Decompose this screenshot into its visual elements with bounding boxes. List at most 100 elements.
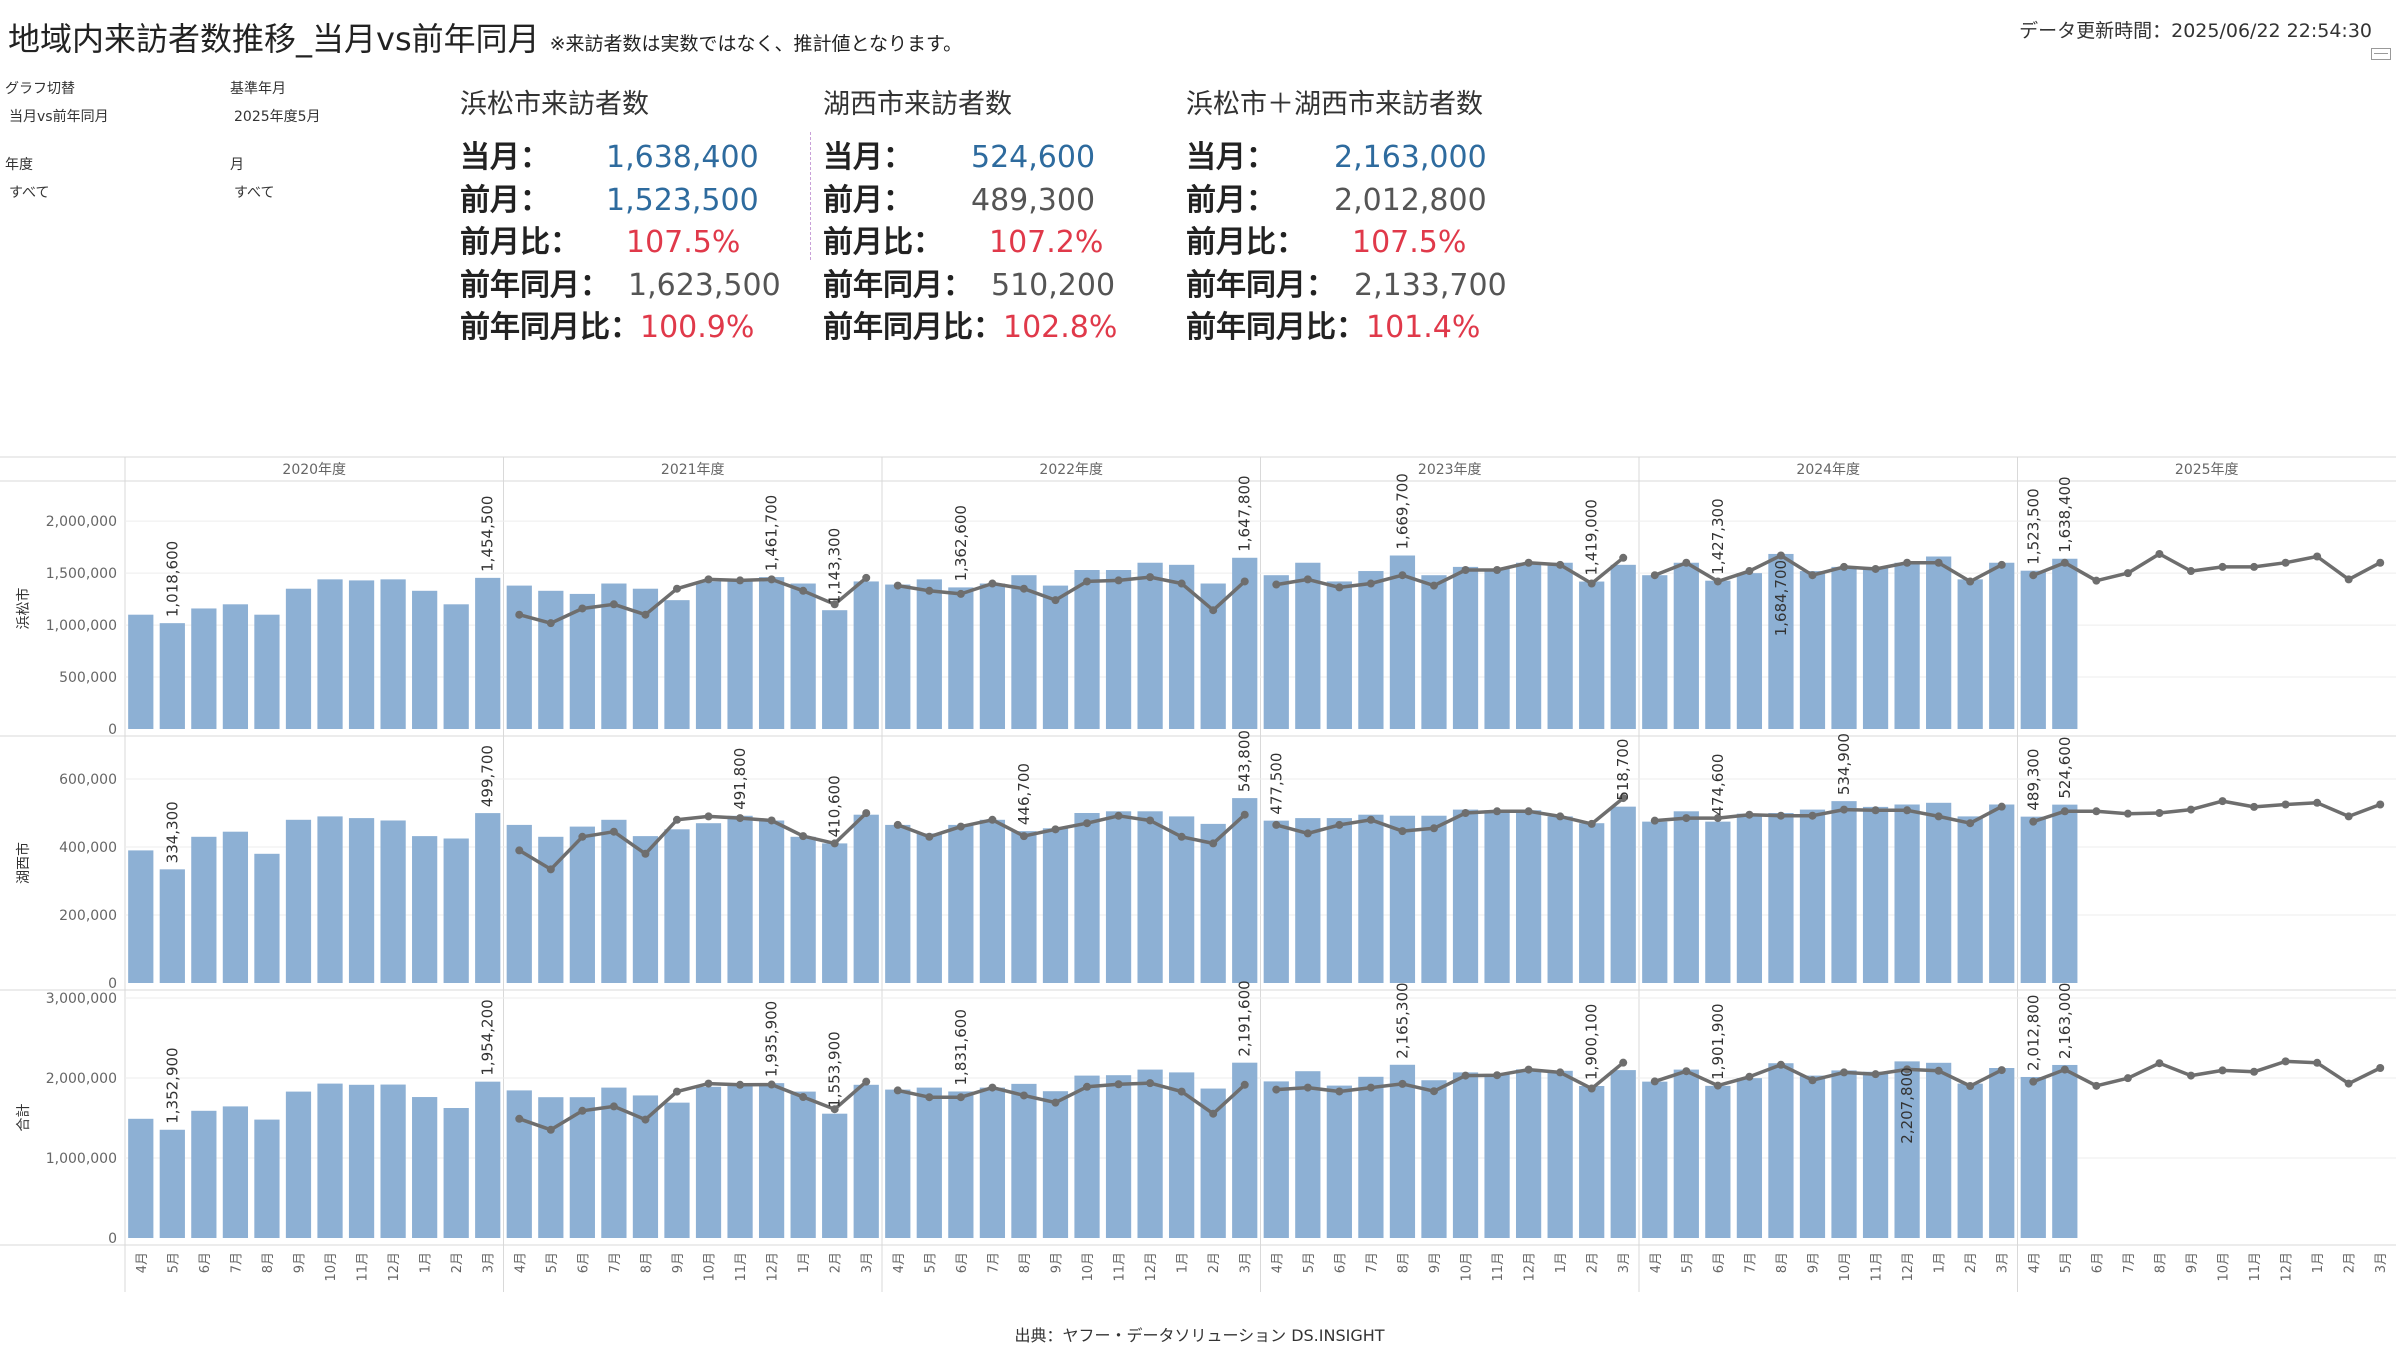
prev-year-line bbox=[518, 1080, 868, 1132]
bar bbox=[1768, 813, 1794, 983]
bar bbox=[1484, 568, 1510, 729]
fiscal-year-header: 2021年度 bbox=[661, 462, 725, 478]
prev-year-point bbox=[1903, 1065, 1912, 1074]
prev-year-point bbox=[672, 1087, 681, 1096]
prev-year-point bbox=[736, 576, 745, 585]
x-tick-label: 11月 bbox=[1491, 1252, 1506, 1282]
bar bbox=[1105, 811, 1132, 983]
toolbar-toggle-icon[interactable] bbox=[2371, 48, 2391, 60]
x-tick-label: 8月 bbox=[639, 1252, 654, 1273]
prev-year-point bbox=[1366, 579, 1375, 588]
prev-year-point bbox=[1461, 1071, 1470, 1080]
bar bbox=[1421, 815, 1447, 983]
prev-year-point bbox=[1934, 1066, 1943, 1075]
bar bbox=[1547, 816, 1573, 983]
prev-year-point bbox=[1997, 560, 2006, 569]
data-label: 489,300 bbox=[2024, 749, 2042, 811]
kpi-value-prev-month: 1,523,500 bbox=[606, 182, 759, 218]
bar bbox=[1862, 566, 1889, 729]
filter-month[interactable]: 月 すべて bbox=[230, 154, 274, 202]
prev-year-point bbox=[893, 1086, 902, 1095]
prev-year-point bbox=[1650, 816, 1659, 825]
x-tick-label: 6月 bbox=[2090, 1252, 2105, 1273]
kpi-hamamatsu: 浜松市来訪者数 当月： 1,638,400 前月： 1,523,500 前月比： 10… bbox=[460, 82, 781, 350]
bar bbox=[695, 823, 722, 983]
x-tick-label: 2月 bbox=[1586, 1252, 1601, 1273]
bar bbox=[1926, 802, 1952, 983]
prev-year-point bbox=[1776, 551, 1785, 560]
data-label: 1,523,500 bbox=[2024, 488, 2042, 564]
bar bbox=[1579, 823, 1605, 983]
kpi-value-current: 524,600 bbox=[971, 140, 1096, 175]
bar bbox=[1263, 820, 1289, 983]
filter-value-fiscal-year[interactable]: すべて bbox=[9, 185, 50, 201]
x-tick-label: 7月 bbox=[1365, 1252, 1380, 1273]
filter-value-base-month[interactable]: 2025年度5月 bbox=[234, 109, 321, 125]
bar bbox=[1989, 1068, 2015, 1238]
prev-year-point bbox=[1808, 1076, 1817, 1085]
x-tick-label: 9月 bbox=[292, 1252, 307, 1273]
x-tick-label: 9月 bbox=[1049, 1252, 1064, 1273]
prev-year-point bbox=[767, 575, 776, 584]
filter-fiscal-year[interactable]: 年度 すべて bbox=[5, 154, 49, 202]
filter-value-graph-toggle[interactable]: 当月vs前年同月 bbox=[9, 109, 109, 125]
x-tick-label: 5月 bbox=[166, 1252, 181, 1273]
kpi-value-prev-month: 489,300 bbox=[971, 182, 1096, 218]
bar bbox=[1831, 801, 1857, 983]
prev-year-point bbox=[704, 812, 713, 821]
prev-year-point bbox=[2344, 812, 2353, 821]
x-tick-label: 2月 bbox=[1964, 1252, 1979, 1273]
bar bbox=[1358, 814, 1384, 983]
x-tick-label: 3月 bbox=[1239, 1252, 1254, 1273]
filter-value-month[interactable]: すべて bbox=[234, 185, 275, 201]
bar bbox=[885, 824, 911, 983]
kpi-label-yoy: 前年同月比： bbox=[1186, 310, 1366, 345]
prev-year-point bbox=[578, 1106, 587, 1115]
data-label: 1,461,700 bbox=[763, 495, 781, 571]
prev-year-point bbox=[672, 815, 681, 824]
prev-year-point bbox=[2060, 1065, 2069, 1074]
kpi-label-mom: 前月比： bbox=[823, 225, 943, 260]
bar bbox=[1957, 816, 1983, 983]
filter-label: グラフ切替 bbox=[5, 81, 75, 97]
x-tick-label: 3月 bbox=[482, 1252, 497, 1273]
prev-year-point bbox=[1934, 812, 1943, 821]
prev-year-point bbox=[1272, 580, 1281, 589]
bar bbox=[979, 1087, 1006, 1238]
x-tick-label: 2月 bbox=[1207, 1252, 1222, 1273]
bar bbox=[1894, 804, 1920, 983]
bar bbox=[2052, 804, 2078, 983]
prev-year-point bbox=[893, 820, 902, 829]
data-label: 334,300 bbox=[163, 801, 181, 863]
data-label: 1,362,600 bbox=[952, 505, 970, 581]
prev-year-point bbox=[862, 1077, 871, 1086]
bar bbox=[159, 869, 185, 983]
x-tick-label: 3月 bbox=[860, 1252, 875, 1273]
bar bbox=[412, 836, 438, 983]
prev-year-point bbox=[830, 600, 839, 609]
bar bbox=[443, 1108, 469, 1238]
data-label: 1,935,900 bbox=[763, 1001, 781, 1077]
data-label: 477,500 bbox=[1267, 753, 1285, 815]
prev-year-point bbox=[2155, 1059, 2164, 1068]
prev-year-point bbox=[1209, 839, 1218, 848]
x-tick-label: 12月 bbox=[2280, 1252, 2295, 1282]
filter-graph-toggle[interactable]: グラフ切替 当月vs前年同月 bbox=[5, 78, 109, 126]
bar bbox=[822, 843, 848, 983]
bar bbox=[1610, 564, 1636, 729]
data-label: 2,191,600 bbox=[1236, 980, 1254, 1056]
y-tick-label: 1,000,000 bbox=[46, 618, 117, 634]
bar bbox=[1831, 1070, 1857, 1238]
bar bbox=[2020, 816, 2046, 983]
prev-year-point bbox=[1713, 1081, 1722, 1090]
prev-year-point bbox=[515, 610, 524, 619]
filter-base-month[interactable]: 基準年月 2025年度5月 bbox=[230, 78, 321, 126]
kpi-title: 浜松市来訪者数 bbox=[460, 89, 649, 120]
bar bbox=[1799, 571, 1826, 729]
prev-year-point bbox=[546, 865, 555, 874]
bar bbox=[1926, 1062, 1952, 1238]
x-tick-label: 12月 bbox=[387, 1252, 402, 1282]
bar bbox=[1957, 1083, 1983, 1238]
bar bbox=[2052, 1064, 2078, 1238]
